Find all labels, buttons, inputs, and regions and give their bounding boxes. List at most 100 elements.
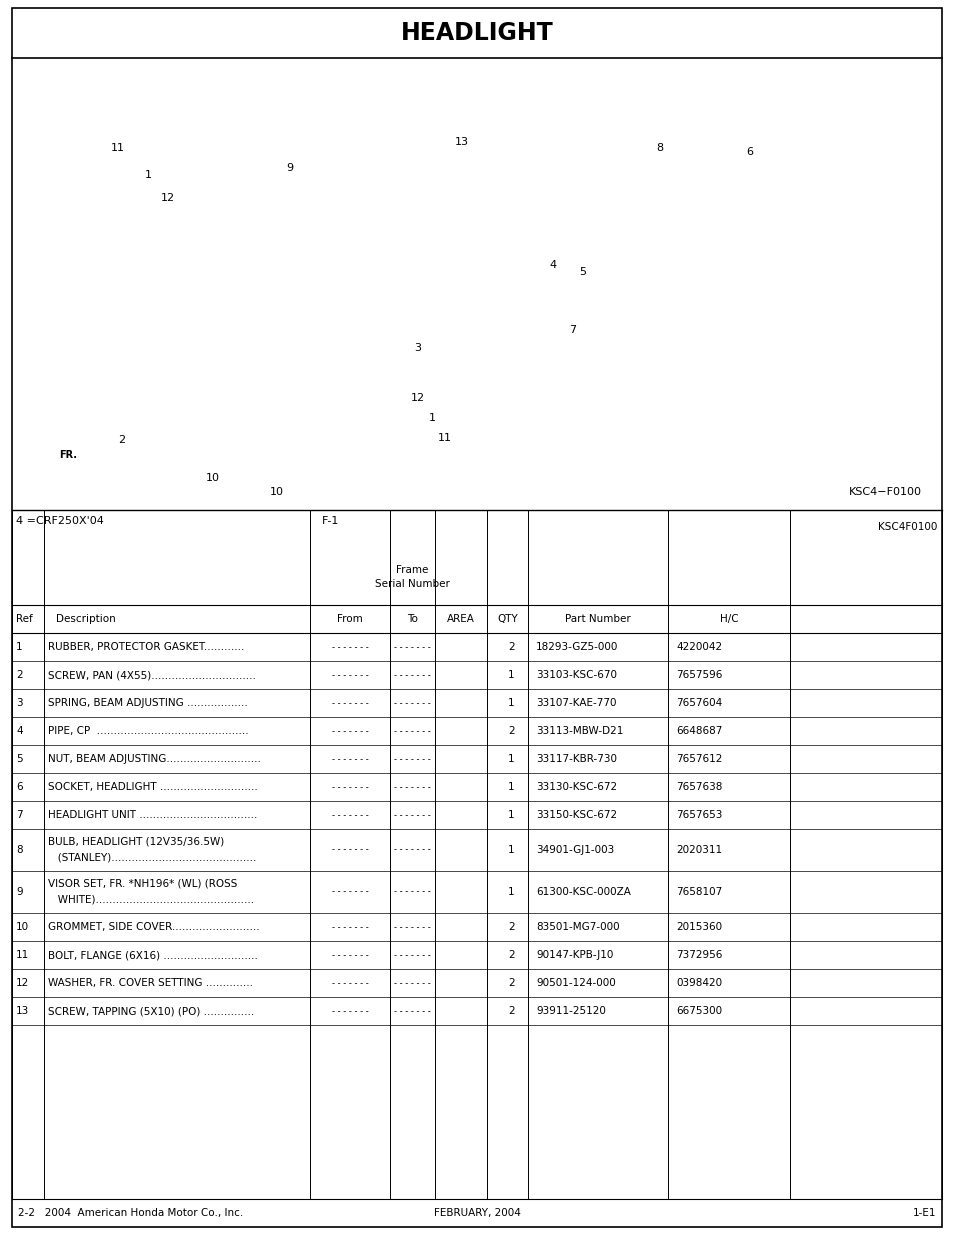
Text: - - - - - - -: - - - - - - -	[394, 810, 431, 820]
Text: 2: 2	[508, 950, 515, 960]
Text: 1-E1: 1-E1	[911, 1208, 935, 1218]
Text: RUBBER, PROTECTOR GASKET............: RUBBER, PROTECTOR GASKET............	[48, 642, 244, 652]
Text: 13: 13	[455, 137, 469, 147]
Text: 33150-KSC-672: 33150-KSC-672	[536, 810, 617, 820]
Text: 6: 6	[16, 782, 23, 792]
Text: - - - - - - -: - - - - - - -	[394, 923, 431, 931]
Text: 4: 4	[16, 726, 23, 736]
Text: 2: 2	[16, 671, 23, 680]
Text: 10: 10	[16, 923, 30, 932]
Text: - - - - - - -: - - - - - - -	[394, 846, 431, 855]
Text: - - - - - - -: - - - - - - -	[332, 671, 368, 679]
Text: Description: Description	[56, 614, 115, 624]
Text: - - - - - - -: - - - - - - -	[394, 978, 431, 988]
Text: 10: 10	[206, 473, 220, 483]
Text: - - - - - - -: - - - - - - -	[394, 951, 431, 960]
Text: Part Number: Part Number	[564, 614, 630, 624]
Text: FEBRUARY, 2004: FEBRUARY, 2004	[433, 1208, 520, 1218]
Text: - - - - - - -: - - - - - - -	[332, 923, 368, 931]
Text: 33130-KSC-672: 33130-KSC-672	[536, 782, 617, 792]
Text: SCREW, PAN (4X55)...............................: SCREW, PAN (4X55).......................…	[48, 671, 255, 680]
Text: 2: 2	[508, 726, 515, 736]
Text: 13: 13	[16, 1007, 30, 1016]
Text: 2-2   2004  American Honda Motor Co., Inc.: 2-2 2004 American Honda Motor Co., Inc.	[18, 1208, 243, 1218]
Text: - - - - - - -: - - - - - - -	[332, 846, 368, 855]
Text: - - - - - - -: - - - - - - -	[332, 699, 368, 708]
Text: 1: 1	[508, 755, 515, 764]
Text: 2020311: 2020311	[676, 845, 721, 855]
Text: - - - - - - -: - - - - - - -	[332, 888, 368, 897]
Text: 7657612: 7657612	[676, 755, 721, 764]
Text: 2: 2	[508, 978, 515, 988]
Text: 33113-MBW-D21: 33113-MBW-D21	[536, 726, 622, 736]
Text: BULB, HEADLIGHT (12V35/36.5W): BULB, HEADLIGHT (12V35/36.5W)	[48, 837, 224, 847]
Text: 6648687: 6648687	[676, 726, 721, 736]
Text: 4 =CRF250X'04: 4 =CRF250X'04	[16, 516, 104, 526]
Text: 61300-KSC-000ZA: 61300-KSC-000ZA	[536, 887, 630, 897]
Text: 2: 2	[508, 923, 515, 932]
Text: 34901-GJ1-003: 34901-GJ1-003	[536, 845, 614, 855]
Text: 1: 1	[144, 170, 152, 180]
Text: 8: 8	[656, 143, 663, 153]
Text: 33107-KAE-770: 33107-KAE-770	[536, 698, 616, 708]
Text: 8: 8	[16, 845, 23, 855]
Text: - - - - - - -: - - - - - - -	[394, 699, 431, 708]
Text: NUT, BEAM ADJUSTING............................: NUT, BEAM ADJUSTING.....................…	[48, 755, 260, 764]
Text: 12: 12	[411, 393, 425, 403]
Text: SPRING, BEAM ADJUSTING ..................: SPRING, BEAM ADJUSTING .................…	[48, 698, 248, 708]
Text: 7: 7	[16, 810, 23, 820]
Text: 11: 11	[111, 143, 125, 153]
Text: 7372956: 7372956	[676, 950, 721, 960]
Text: 11: 11	[437, 433, 452, 443]
Text: 1: 1	[508, 887, 515, 897]
Text: 4220042: 4220042	[676, 642, 721, 652]
Text: PIPE, CP  .............................................: PIPE, CP ...............................…	[48, 726, 249, 736]
Text: KSC4F0100: KSC4F0100	[877, 522, 936, 532]
Text: - - - - - - -: - - - - - - -	[394, 783, 431, 792]
Text: 12: 12	[16, 978, 30, 988]
Text: From: From	[336, 614, 362, 624]
Text: 33117-KBR-730: 33117-KBR-730	[536, 755, 617, 764]
Text: 0398420: 0398420	[676, 978, 721, 988]
Text: 7657604: 7657604	[676, 698, 721, 708]
Text: QTY: QTY	[497, 614, 517, 624]
Text: 11: 11	[16, 950, 30, 960]
Text: 7657638: 7657638	[676, 782, 721, 792]
Text: 33103-KSC-670: 33103-KSC-670	[536, 671, 617, 680]
Text: 1: 1	[508, 782, 515, 792]
Text: BOLT, FLANGE (6X16) ............................: BOLT, FLANGE (6X16) ....................…	[48, 950, 257, 960]
Text: 83501-MG7-000: 83501-MG7-000	[536, 923, 619, 932]
Text: 5: 5	[578, 267, 586, 277]
Text: KSC4−F0100: KSC4−F0100	[848, 487, 921, 496]
Text: HEADLIGHT: HEADLIGHT	[400, 21, 553, 44]
Text: 12: 12	[161, 193, 175, 203]
Text: VISOR SET, FR. *NH196* (WL) (ROSS: VISOR SET, FR. *NH196* (WL) (ROSS	[48, 879, 237, 889]
Text: - - - - - - -: - - - - - - -	[332, 810, 368, 820]
Text: 2015360: 2015360	[676, 923, 721, 932]
Text: 1: 1	[16, 642, 23, 652]
Text: GROMMET, SIDE COVER..........................: GROMMET, SIDE COVER.....................…	[48, 923, 259, 932]
Text: 1: 1	[508, 698, 515, 708]
Text: - - - - - - -: - - - - - - -	[332, 783, 368, 792]
Text: 18293-GZ5-000: 18293-GZ5-000	[536, 642, 618, 652]
Text: 1: 1	[508, 671, 515, 680]
Text: - - - - - - -: - - - - - - -	[332, 642, 368, 652]
Text: 2: 2	[508, 1007, 515, 1016]
Text: F-1: F-1	[322, 516, 339, 526]
Text: 9: 9	[16, 887, 23, 897]
Text: 3: 3	[16, 698, 23, 708]
Text: 9: 9	[286, 163, 294, 173]
Text: 6675300: 6675300	[676, 1007, 721, 1016]
Text: 5: 5	[16, 755, 23, 764]
Text: 1: 1	[428, 412, 435, 424]
Text: AREA: AREA	[447, 614, 475, 624]
Text: - - - - - - -: - - - - - - -	[394, 888, 431, 897]
Text: - - - - - - -: - - - - - - -	[332, 978, 368, 988]
Text: - - - - - - -: - - - - - - -	[394, 642, 431, 652]
Text: 7657653: 7657653	[676, 810, 721, 820]
Text: - - - - - - -: - - - - - - -	[332, 951, 368, 960]
Text: SOCKET, HEADLIGHT .............................: SOCKET, HEADLIGHT ......................…	[48, 782, 257, 792]
Text: 90501-124-000: 90501-124-000	[536, 978, 615, 988]
Text: To: To	[407, 614, 417, 624]
Text: 2: 2	[508, 642, 515, 652]
